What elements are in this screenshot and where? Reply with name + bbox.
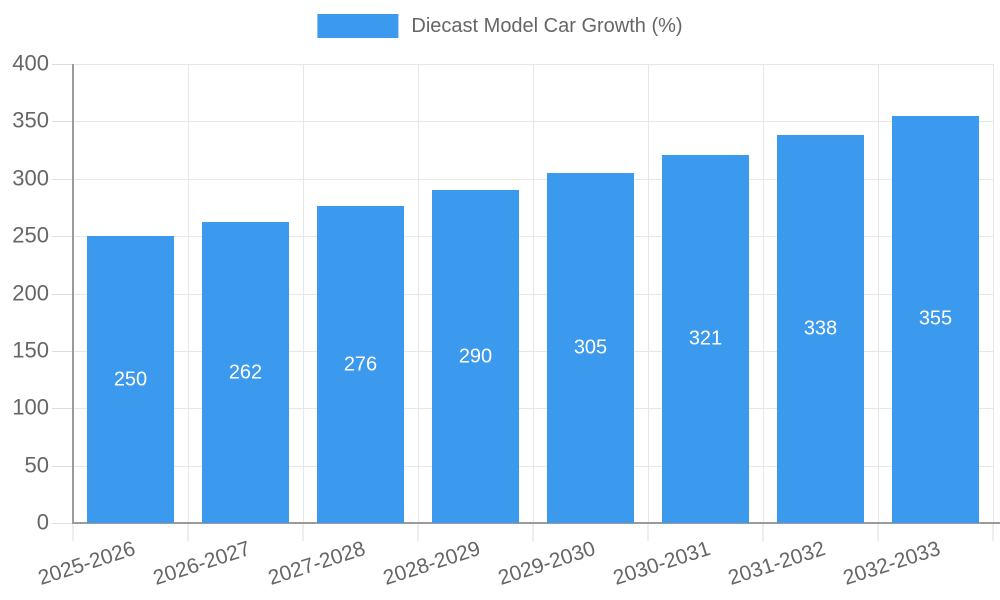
x-axis-category-label: 2031-2032 bbox=[724, 537, 828, 590]
bar-value-label: 355 bbox=[918, 307, 953, 330]
grid-line-vertical bbox=[418, 64, 419, 523]
bar-value-label: 262 bbox=[228, 361, 263, 384]
grid-line-vertical bbox=[188, 64, 189, 523]
x-axis-category-label: 2026-2027 bbox=[149, 537, 253, 590]
bar[interactable]: 262 bbox=[202, 222, 289, 523]
y-axis-tick-label: 400 bbox=[12, 50, 49, 76]
x-axis-tick bbox=[187, 523, 189, 541]
bar[interactable]: 290 bbox=[432, 190, 519, 523]
grid-line-vertical bbox=[763, 64, 764, 523]
bar[interactable]: 305 bbox=[547, 173, 634, 523]
bar-value-label: 305 bbox=[573, 336, 608, 359]
x-axis-tick bbox=[417, 523, 419, 541]
y-axis-tick-label: 200 bbox=[12, 279, 49, 305]
y-axis-tick bbox=[52, 178, 72, 180]
x-axis-tick bbox=[647, 523, 649, 541]
x-axis-category-label: 2028-2029 bbox=[379, 537, 483, 590]
x-axis-tick bbox=[532, 523, 534, 541]
bar-value-label: 338 bbox=[803, 317, 838, 340]
x-axis-category-label: 2025-2026 bbox=[34, 537, 138, 590]
plot-area: 0 50 100 150 200 250 300 350 400 250 262 276 290 305 3… bbox=[12, 50, 1000, 590]
bar-value-label: 250 bbox=[113, 368, 148, 391]
y-axis-tick bbox=[52, 293, 72, 295]
x-axis-tick bbox=[877, 523, 879, 541]
y-axis-tick-label: 250 bbox=[12, 222, 49, 248]
y-axis-tick bbox=[52, 121, 72, 123]
legend[interactable]: Diecast Model Car Growth (%) bbox=[317, 14, 683, 38]
x-axis-tick bbox=[72, 523, 74, 541]
bar-value-label: 321 bbox=[688, 327, 723, 350]
y-axis-tick-label: 150 bbox=[12, 337, 49, 363]
y-axis-tick-label: 100 bbox=[12, 394, 49, 420]
y-axis-tick bbox=[52, 465, 72, 467]
x-axis-tick bbox=[992, 523, 994, 541]
bar[interactable]: 355 bbox=[892, 115, 979, 523]
bar[interactable]: 321 bbox=[662, 154, 749, 523]
y-axis-tick bbox=[52, 64, 72, 65]
y-axis-line bbox=[72, 64, 74, 523]
bar-value-label: 276 bbox=[343, 353, 378, 376]
bar-value-label: 290 bbox=[458, 345, 493, 368]
y-axis-tick-label: 0 bbox=[36, 509, 49, 535]
x-axis-category-label: 2032-2033 bbox=[839, 537, 943, 590]
x-axis-category-label: 2030-2031 bbox=[609, 537, 713, 590]
x-axis-category-label: 2029-2030 bbox=[494, 537, 598, 590]
y-axis-tick bbox=[52, 523, 72, 524]
x-axis-category-label: 2027-2028 bbox=[264, 537, 368, 590]
grid-line-vertical bbox=[303, 64, 304, 523]
x-axis-tick bbox=[302, 523, 304, 541]
x-axis-line bbox=[72, 522, 1000, 524]
grid-line-vertical bbox=[878, 64, 879, 523]
y-axis-tick-label: 350 bbox=[12, 107, 49, 133]
y-axis-tick bbox=[52, 236, 72, 238]
x-axis-tick bbox=[762, 523, 764, 541]
y-axis-tick bbox=[52, 350, 72, 352]
bar[interactable]: 250 bbox=[87, 236, 174, 523]
bar[interactable]: 338 bbox=[777, 135, 864, 523]
y-axis-tick bbox=[52, 408, 72, 410]
grid-line-vertical bbox=[533, 64, 534, 523]
y-axis-tick-label: 50 bbox=[24, 452, 49, 478]
y-axis-tick-label: 300 bbox=[12, 165, 49, 191]
grid-line-vertical bbox=[993, 64, 994, 523]
legend-swatch bbox=[317, 14, 399, 38]
legend-label: Diecast Model Car Growth (%) bbox=[411, 14, 683, 37]
bar[interactable]: 276 bbox=[317, 206, 404, 523]
grid-line-vertical bbox=[648, 64, 649, 523]
